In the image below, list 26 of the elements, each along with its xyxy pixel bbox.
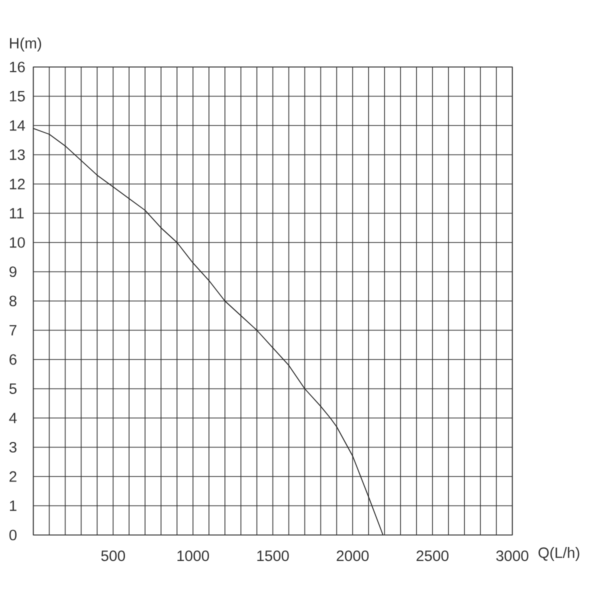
x-tick-label: 2000 (336, 550, 369, 562)
x-tick-label: 1000 (177, 550, 209, 562)
y-tick-label: 10 (10, 237, 25, 248)
y-tick-label: 5 (9, 384, 17, 394)
line-series (33, 128, 384, 535)
y-tick-label: 12 (10, 178, 25, 190)
y-tick-label: 7 (10, 325, 16, 336)
y-tick-label: 11 (10, 208, 24, 218)
y-tick-label: 1 (10, 500, 16, 511)
y-tick-label: 2 (10, 471, 16, 482)
x-tick-label: 1500 (257, 550, 289, 562)
y-tick-label: 13 (10, 149, 25, 160)
y-tick-label: 6 (10, 354, 16, 365)
y-tick-label: 3 (9, 442, 16, 453)
x-tick-label: 2500 (416, 550, 448, 562)
y-tick-label: 4 (9, 412, 17, 424)
x-tick-label: 3000 (496, 550, 528, 562)
x-axis-title: Q(L/h) (538, 547, 580, 561)
y-tick-label: 14 (10, 120, 26, 131)
x-tick-label: 500 (101, 550, 126, 562)
y-tick-label: 15 (10, 91, 25, 102)
y-tick-label: 0 (9, 530, 17, 540)
y-tick-label: 8 (9, 296, 16, 306)
y-tick-label: 9 (10, 266, 16, 278)
y-axis-title: H(m) (10, 38, 42, 52)
y-tick-label: 16 (10, 62, 25, 72)
